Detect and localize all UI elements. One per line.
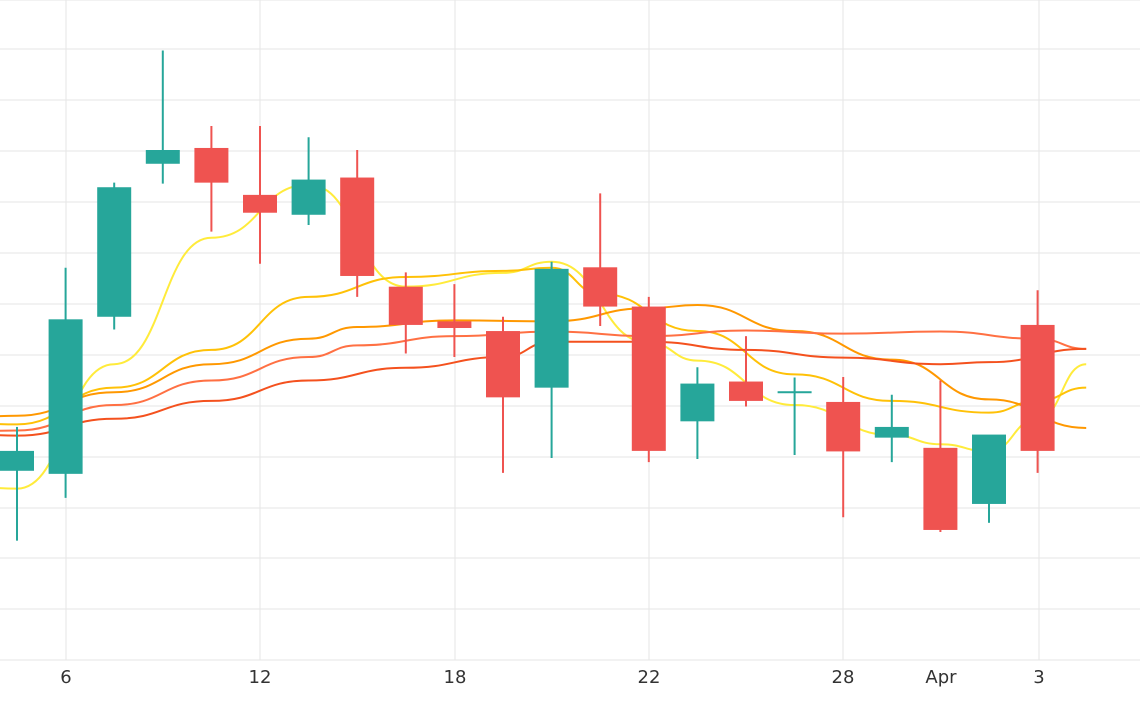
candle-19: [923, 380, 958, 532]
candles: [0, 50, 1055, 541]
candle-body: [972, 434, 1006, 504]
candle-3: [145, 50, 180, 184]
candle-7: [340, 150, 375, 297]
candle-8: [388, 272, 423, 354]
candle-14: [680, 367, 715, 460]
x-tick-label: 12: [249, 667, 272, 688]
x-tick-label: 6: [60, 667, 71, 688]
candle-body: [145, 150, 180, 164]
x-tick-label: 28: [832, 667, 855, 688]
candle-17: [826, 376, 861, 518]
candle-body: [486, 331, 520, 398]
candle-body: [680, 383, 715, 422]
ma-line-3: [0, 304, 1087, 429]
x-tick-label: 22: [638, 667, 661, 688]
candle-20: [972, 434, 1006, 523]
candle-16: [777, 377, 812, 455]
candle-10: [486, 316, 520, 473]
candle-9: [437, 284, 472, 358]
grid: [0, 0, 1140, 661]
x-tick-label: Apr: [925, 667, 957, 688]
candle-18: [874, 394, 909, 463]
candle-body: [631, 306, 666, 451]
candle-body: [729, 381, 763, 401]
candle-body: [874, 426, 909, 438]
candle-body: [583, 267, 618, 307]
candle-21: [1020, 290, 1055, 473]
candle-body: [97, 187, 132, 317]
candle-5: [243, 126, 277, 264]
candle-body: [48, 319, 83, 474]
candle-15: [729, 336, 763, 407]
candle-6: [291, 137, 326, 225]
candle-0: [0, 426, 34, 541]
candle-13: [631, 296, 666, 463]
candle-11: [534, 261, 569, 459]
candle-body: [243, 194, 277, 213]
candle-2: [97, 182, 132, 330]
candle-12: [583, 193, 618, 326]
candle-body: [777, 391, 812, 394]
candle-body: [340, 177, 375, 276]
candle-body: [0, 450, 34, 471]
x-tick-label: 3: [1033, 667, 1044, 688]
candle-body: [923, 447, 958, 530]
candle-body: [291, 179, 326, 215]
candle-body: [388, 286, 423, 325]
candle-body: [534, 268, 569, 388]
candle-body: [1020, 324, 1055, 451]
candle-body: [826, 401, 861, 452]
ma-line-2: [0, 266, 1087, 426]
candle-body: [437, 321, 472, 328]
candle-1: [48, 267, 83, 498]
candle-4: [194, 126, 229, 232]
candle-body: [194, 147, 229, 183]
x-tick-label: 18: [444, 667, 467, 688]
x-axis-ticks: 6 12 18 22 28 Apr 3: [60, 667, 1044, 688]
